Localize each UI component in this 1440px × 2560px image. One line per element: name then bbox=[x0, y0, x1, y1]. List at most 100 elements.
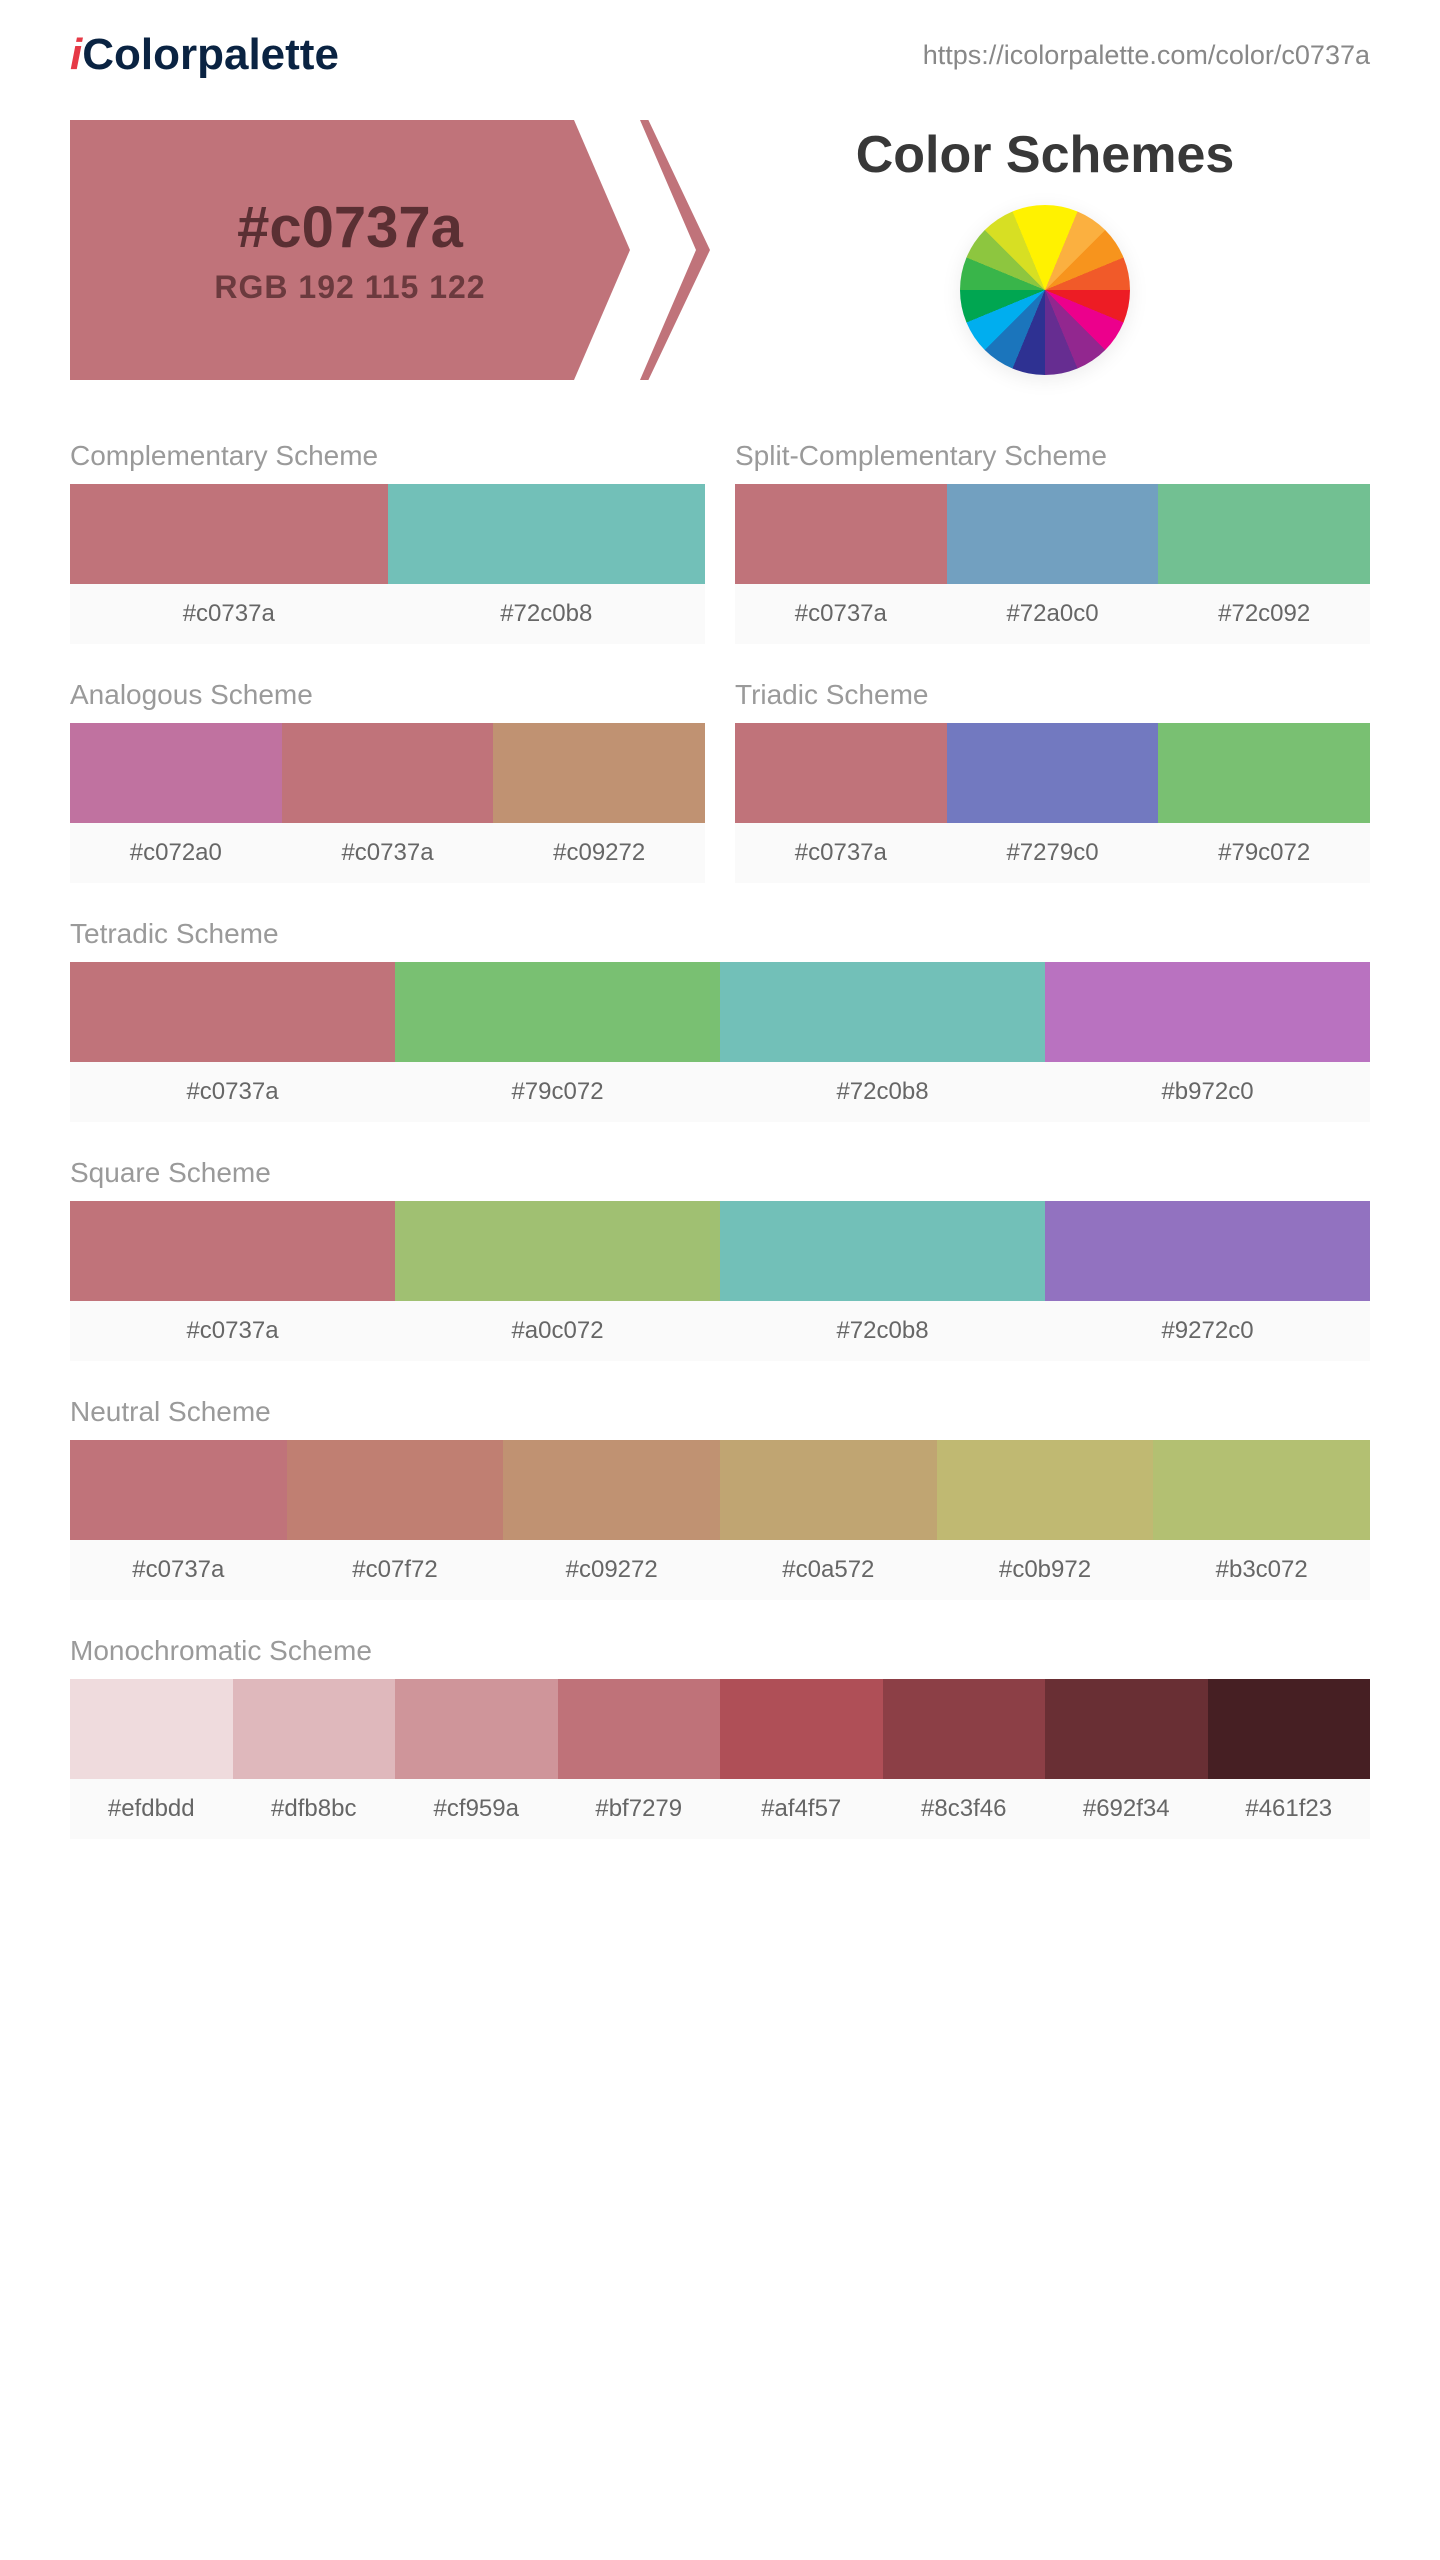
swatch-row bbox=[735, 723, 1370, 823]
color-swatch[interactable] bbox=[395, 1201, 720, 1301]
color-label: #79c072 bbox=[395, 1062, 720, 1122]
label-row: #c0737a#79c072#72c0b8#b972c0 bbox=[70, 1062, 1370, 1122]
scheme-block: Complementary Scheme #c0737a#72c0b8 bbox=[70, 440, 705, 644]
color-swatch[interactable] bbox=[1045, 1201, 1370, 1301]
color-label: #b3c072 bbox=[1153, 1540, 1370, 1600]
color-label: #72c0b8 bbox=[720, 1062, 1045, 1122]
color-swatch[interactable] bbox=[70, 1201, 395, 1301]
color-swatch[interactable] bbox=[947, 484, 1159, 584]
color-swatch[interactable] bbox=[70, 1440, 287, 1540]
color-swatch[interactable] bbox=[720, 962, 1045, 1062]
scheme-title: Analogous Scheme bbox=[70, 679, 705, 711]
color-label: #c09272 bbox=[503, 1540, 720, 1600]
scheme-row: Tetradic Scheme #c0737a#79c072#72c0b8#b97… bbox=[70, 918, 1370, 1122]
swatch-row bbox=[70, 484, 705, 584]
color-label: #c07f72 bbox=[287, 1540, 504, 1600]
hero-section: #c0737a RGB 192 115 122 Color Schemes bbox=[70, 120, 1370, 380]
scheme-row: Square Scheme #c0737a#a0c072#72c0b8#9272c… bbox=[70, 1157, 1370, 1361]
scheme-block: Neutral Scheme #c0737a#c07f72#c09272#c0a5… bbox=[70, 1396, 1370, 1600]
page: iColorpalette https://icolorpalette.com/… bbox=[0, 0, 1440, 1934]
hero-banner: #c0737a RGB 192 115 122 bbox=[70, 120, 720, 380]
color-label: #c0b972 bbox=[937, 1540, 1154, 1600]
swatch-row bbox=[70, 1440, 1370, 1540]
color-label: #b972c0 bbox=[1045, 1062, 1370, 1122]
scheme-block: Triadic Scheme#c0737a#7279c0#79c072 bbox=[735, 679, 1370, 883]
schemes-container: Complementary Scheme#c0737a#72c0b8Split-… bbox=[70, 440, 1370, 1839]
color-swatch[interactable] bbox=[70, 1679, 233, 1779]
scheme-row: Monochromatic Scheme #efdbdd#dfb8bc#cf959… bbox=[70, 1635, 1370, 1839]
label-row: #c0737a#a0c072#72c0b8#9272c0 bbox=[70, 1301, 1370, 1361]
color-swatch[interactable] bbox=[1045, 1679, 1208, 1779]
color-swatch[interactable] bbox=[70, 962, 395, 1062]
hero-right: Color Schemes bbox=[720, 125, 1370, 375]
color-label: #72c0b8 bbox=[388, 584, 706, 644]
logo-prefix: i bbox=[70, 30, 82, 79]
color-swatch[interactable] bbox=[493, 723, 705, 823]
site-logo: iColorpalette bbox=[70, 30, 339, 80]
color-swatch[interactable] bbox=[558, 1679, 721, 1779]
scheme-title: Monochromatic Scheme bbox=[70, 1635, 1370, 1667]
scheme-block: Square Scheme #c0737a#a0c072#72c0b8#9272c… bbox=[70, 1157, 1370, 1361]
color-swatch[interactable] bbox=[947, 723, 1159, 823]
color-swatch[interactable] bbox=[720, 1201, 1045, 1301]
color-label: #72c092 bbox=[1158, 584, 1370, 644]
scheme-row: Complementary Scheme #c0737a#72c0b8 Split-… bbox=[70, 440, 1370, 644]
color-label: #c0737a bbox=[70, 1301, 395, 1361]
color-swatch[interactable] bbox=[70, 723, 282, 823]
scheme-row: Neutral Scheme #c0737a#c07f72#c09272#c0a5… bbox=[70, 1396, 1370, 1600]
scheme-block: Tetradic Scheme #c0737a#79c072#72c0b8#b97… bbox=[70, 918, 1370, 1122]
swatch-row bbox=[735, 484, 1370, 584]
color-label: #c09272 bbox=[493, 823, 705, 883]
swatch-row bbox=[70, 723, 705, 823]
color-swatch[interactable] bbox=[720, 1440, 937, 1540]
color-label: #c0737a bbox=[70, 1540, 287, 1600]
color-label: #8c3f46 bbox=[883, 1779, 1046, 1839]
color-swatch[interactable] bbox=[735, 723, 947, 823]
label-row: #c0737a#72c0b8 bbox=[70, 584, 705, 644]
color-swatch[interactable] bbox=[282, 723, 494, 823]
color-label: #efdbdd bbox=[70, 1779, 233, 1839]
scheme-title: Square Scheme bbox=[70, 1157, 1370, 1189]
color-swatch[interactable] bbox=[1045, 962, 1370, 1062]
color-swatch[interactable] bbox=[937, 1440, 1154, 1540]
color-label: #a0c072 bbox=[395, 1301, 720, 1361]
color-arrow-body: #c0737a RGB 192 115 122 bbox=[70, 120, 630, 380]
scheme-title: Tetradic Scheme bbox=[70, 918, 1370, 950]
color-label: #9272c0 bbox=[1045, 1301, 1370, 1361]
color-swatch[interactable] bbox=[1158, 723, 1370, 823]
color-label: #72a0c0 bbox=[947, 584, 1159, 644]
color-label: #cf959a bbox=[395, 1779, 558, 1839]
logo-rest: Colorpalette bbox=[82, 30, 339, 79]
color-swatch[interactable] bbox=[503, 1440, 720, 1540]
color-swatch[interactable] bbox=[735, 484, 947, 584]
color-label: #c0a572 bbox=[720, 1540, 937, 1600]
scheme-row: Analogous Scheme #c072a0#c0737a#c09272 Tri… bbox=[70, 679, 1370, 883]
scheme-title: Split-Complementary Scheme bbox=[735, 440, 1370, 472]
color-swatch[interactable] bbox=[287, 1440, 504, 1540]
scheme-block: Split-Complementary Scheme#c0737a#72a0c0… bbox=[735, 440, 1370, 644]
color-label: #79c072 bbox=[1158, 823, 1370, 883]
color-swatch[interactable] bbox=[70, 484, 388, 584]
color-swatch[interactable] bbox=[233, 1679, 396, 1779]
scheme-title: Complementary Scheme bbox=[70, 440, 705, 472]
color-swatch[interactable] bbox=[1153, 1440, 1370, 1540]
color-label: #461f23 bbox=[1208, 1779, 1371, 1839]
color-swatch[interactable] bbox=[883, 1679, 1046, 1779]
rgb-code-display: RGB 192 115 122 bbox=[214, 269, 485, 306]
color-wheel-icon bbox=[960, 205, 1130, 375]
color-swatch[interactable] bbox=[395, 962, 720, 1062]
color-swatch[interactable] bbox=[395, 1679, 558, 1779]
label-row: #c0737a#7279c0#79c072 bbox=[735, 823, 1370, 883]
color-swatch[interactable] bbox=[1158, 484, 1370, 584]
color-swatch[interactable] bbox=[388, 484, 706, 584]
color-swatch[interactable] bbox=[1208, 1679, 1371, 1779]
swatch-row bbox=[70, 1679, 1370, 1779]
scheme-block: Monochromatic Scheme #efdbdd#dfb8bc#cf959… bbox=[70, 1635, 1370, 1839]
color-label: #c072a0 bbox=[70, 823, 282, 883]
label-row: #efdbdd#dfb8bc#cf959a#bf7279#af4f57#8c3f… bbox=[70, 1779, 1370, 1839]
color-label: #c0737a bbox=[282, 823, 494, 883]
scheme-title: Neutral Scheme bbox=[70, 1396, 1370, 1428]
color-label: #7279c0 bbox=[947, 823, 1159, 883]
color-swatch[interactable] bbox=[720, 1679, 883, 1779]
color-arrow-tip bbox=[640, 120, 710, 380]
